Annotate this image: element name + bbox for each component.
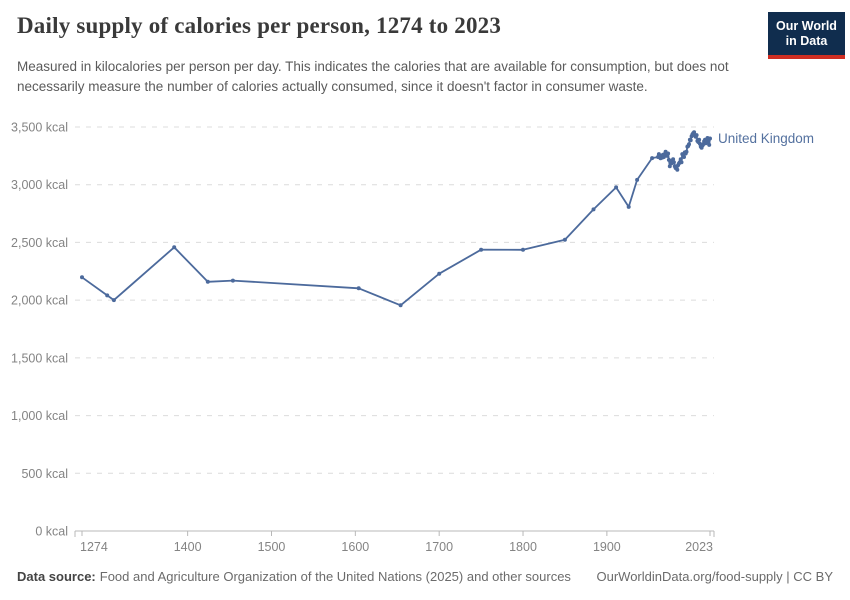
- data-point-marker: [172, 245, 177, 250]
- y-axis-tick-label: 2,000 kcal: [11, 294, 68, 308]
- owid-url-license[interactable]: OurWorldinData.org/food-supply | CC BY: [596, 569, 833, 584]
- data-point-marker: [437, 271, 442, 276]
- data-source-label: Data source:: [17, 569, 96, 584]
- y-axis-tick-label: 3,500 kcal: [11, 121, 68, 135]
- data-point-marker: [591, 207, 596, 212]
- x-axis-tick-label: 2023: [685, 540, 713, 554]
- x-axis-tick-label: 1600: [341, 540, 369, 554]
- data-point-marker: [111, 298, 116, 303]
- x-axis-tick-label: 1700: [425, 540, 453, 554]
- owid-logo-line1: Our World: [776, 19, 837, 33]
- data-point-marker: [694, 133, 699, 138]
- data-point-marker: [356, 286, 361, 291]
- y-axis-tick-label: 2,500 kcal: [11, 236, 68, 250]
- x-axis-tick-label: 1274: [80, 540, 108, 554]
- data-point-marker: [684, 149, 689, 154]
- data-point-marker: [697, 137, 702, 142]
- x-axis-tick-label: 1800: [509, 540, 537, 554]
- data-point-marker: [671, 160, 676, 165]
- data-point-marker: [626, 204, 631, 209]
- data-point-marker: [687, 142, 691, 147]
- data-point-marker: [675, 167, 680, 172]
- y-axis-tick-label: 1,500 kcal: [11, 351, 68, 365]
- data-point-marker: [562, 237, 567, 242]
- data-point-marker: [635, 177, 640, 182]
- data-source-note: Data source: Food and Agriculture Organiz…: [17, 569, 571, 584]
- x-axis-tick-label: 1500: [258, 540, 286, 554]
- y-axis-tick-label: 1,000 kcal: [11, 409, 68, 423]
- data-point-marker: [205, 279, 210, 284]
- data-point-marker: [80, 275, 84, 280]
- x-axis-tick-label: 1400: [174, 540, 202, 554]
- owid-logo[interactable]: Our World in Data: [768, 12, 845, 59]
- owid-logo-line2: in Data: [785, 34, 828, 49]
- data-point-marker: [105, 293, 110, 298]
- y-axis-tick-label: 0 kcal: [35, 525, 68, 539]
- x-axis-tick-label: 1900: [593, 540, 621, 554]
- data-point-marker: [398, 303, 403, 308]
- y-axis-tick-label: 3,000 kcal: [11, 178, 68, 192]
- data-point-marker: [707, 142, 712, 147]
- data-point-marker: [682, 155, 686, 159]
- data-point-marker: [521, 247, 525, 252]
- series-line-united-kingdom[interactable]: [81, 131, 711, 307]
- data-point-marker: [614, 185, 619, 190]
- data-point-marker: [708, 136, 712, 141]
- data-source-text: Food and Agriculture Organization of the…: [99, 569, 571, 584]
- data-point-marker: [479, 247, 484, 252]
- page-title: Daily supply of calories per person, 127…: [17, 13, 502, 38]
- entity-label-united-kingdom[interactable]: United Kingdom: [718, 131, 814, 146]
- y-axis-tick-label: 500 kcal: [21, 467, 68, 481]
- data-point-marker: [230, 278, 235, 283]
- data-point-marker: [650, 156, 655, 161]
- data-point-marker: [666, 151, 671, 156]
- chart-subtitle: Measured in kilocalories per person per …: [17, 59, 729, 94]
- data-point-marker: [679, 160, 684, 165]
- data-point-marker: [688, 138, 693, 143]
